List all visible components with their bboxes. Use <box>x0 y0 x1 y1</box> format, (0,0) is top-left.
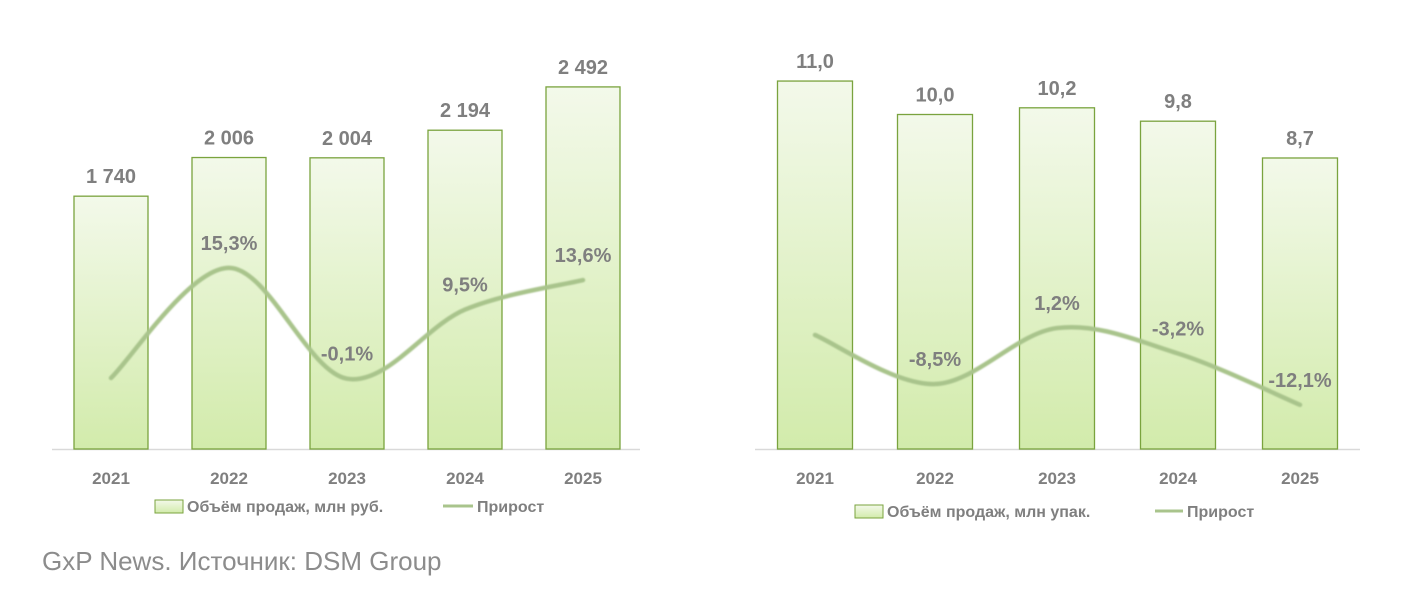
bar-2021 <box>73 195 149 450</box>
bar-value-label: 2 006 <box>204 128 254 150</box>
bar-value-label: 2 194 <box>440 100 491 122</box>
bar-2024 <box>427 129 503 450</box>
x-tick-label: 2022 <box>210 469 248 488</box>
growth-line <box>108 265 586 382</box>
legend-right: Объём продаж, млн упак. Прирост <box>854 504 1254 521</box>
bar-value-label: 2 004 <box>322 128 373 150</box>
x-tick-label: 2023 <box>1038 469 1076 488</box>
growth-value-label: -0,1% <box>321 344 373 366</box>
bar-value-label: 1 740 <box>86 166 136 188</box>
growth-line <box>812 325 1303 408</box>
bar-2021 <box>776 80 854 450</box>
x-tick-label: 2025 <box>564 469 602 488</box>
bar-value-label: 8,7 <box>1286 128 1314 150</box>
bar-2024 <box>1139 120 1217 450</box>
bar-value-label: 10,0 <box>916 85 955 107</box>
legend-left: Объём продаж, млн руб. Прирост <box>154 499 544 516</box>
legend-label-growth: Прирост <box>477 499 544 516</box>
bar-value-label: 10,2 <box>1038 78 1077 100</box>
bar-2025 <box>1261 157 1339 450</box>
growth-value-label: 9,5% <box>442 275 488 297</box>
legend-label-sales: Объём продаж, млн руб. <box>187 499 383 516</box>
growth-value-label: 1,2% <box>1034 293 1080 315</box>
x-tick-label: 2023 <box>328 469 366 488</box>
bar-value-label: 11,0 <box>796 51 834 73</box>
x-tick-label: 2021 <box>796 469 834 488</box>
legend-label-sales: Объём продаж, млн упак. <box>887 504 1090 521</box>
bar-2023 <box>1018 107 1096 450</box>
growth-value-label: -12,1% <box>1268 370 1332 392</box>
x-tick-label: 2025 <box>1281 469 1319 488</box>
sales-rub-chart: 1 740 2021 2 006 2022 2 004 2023 2 194 2024 2 49… <box>52 57 640 488</box>
growth-value-label: -3,2% <box>1152 318 1204 340</box>
bar-2025 <box>545 86 621 450</box>
bar-2022 <box>191 156 267 450</box>
sales-packs-chart: 11,0 2021 10,0 2022 10,2 2023 9,8 2024 8,7 2025 -8… <box>755 51 1360 488</box>
x-tick-label: 2024 <box>1159 469 1197 488</box>
growth-value-label: -8,5% <box>909 349 961 371</box>
bar-2022 <box>896 113 974 450</box>
bar-value-label: 2 492 <box>558 57 608 79</box>
legend-bar-swatch <box>854 504 884 519</box>
source-caption: GxP News. Источник: DSM Group <box>42 546 441 576</box>
legend-label-growth: Прирост <box>1187 504 1254 521</box>
bar-value-label: 9,8 <box>1164 91 1192 113</box>
growth-value-label: 15,3% <box>201 233 258 255</box>
growth-value-label: 13,6% <box>555 245 612 267</box>
x-tick-label: 2022 <box>916 469 954 488</box>
legend-bar-swatch <box>154 499 184 514</box>
x-tick-label: 2021 <box>92 469 130 488</box>
bar-2023 <box>309 157 385 450</box>
x-tick-label: 2024 <box>446 469 484 488</box>
